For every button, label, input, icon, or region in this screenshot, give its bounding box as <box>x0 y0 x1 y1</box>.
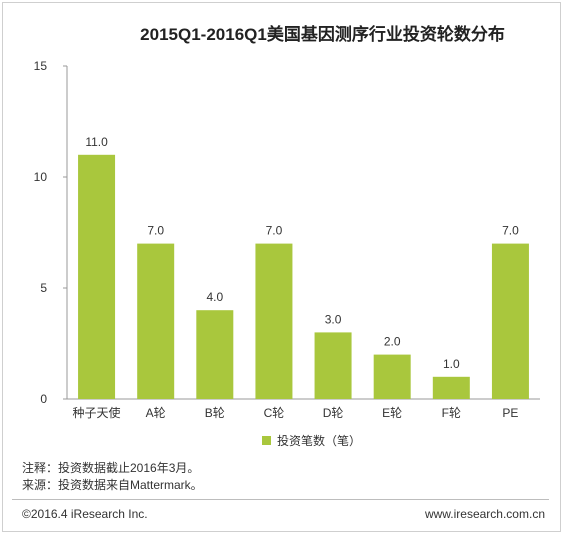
footer-divider <box>12 499 549 500</box>
note-comment: 注释：投资数据截止2016年3月。 <box>22 461 200 475</box>
bar-value-label: 4.0 <box>206 290 223 304</box>
bar <box>491 243 529 399</box>
bar <box>314 332 352 399</box>
x-tick-label: PE <box>502 406 518 420</box>
y-tick-label: 0 <box>40 392 47 406</box>
bar <box>137 243 175 399</box>
x-tick-label: B轮 <box>205 406 225 420</box>
bar <box>432 376 470 399</box>
legend: 投资笔数（笔） <box>262 432 361 449</box>
legend-swatch <box>262 436 271 445</box>
bar <box>255 243 293 399</box>
bar-value-label: 11.0 <box>85 135 108 149</box>
chart-title: 2015Q1-2016Q1美国基因测序行业投资轮数分布 <box>140 25 505 44</box>
bar-chart: 0 5 10 15 11.0 种子天使 7.0 A轮 4.0 B轮 7.0 C轮 3.0 D轮 2.0 E轮 1… <box>34 59 540 420</box>
note-source: 来源：投资数据来自Mattermark。 <box>22 478 203 492</box>
copyright-text: ©2016.4 iResearch Inc. <box>22 507 148 521</box>
y-tick-label: 5 <box>40 281 47 295</box>
x-tick-label: C轮 <box>264 406 285 420</box>
bar <box>373 354 411 399</box>
notes: 注释：投资数据截止2016年3月。 来源：投资数据来自Mattermark。 <box>22 460 203 494</box>
y-tick-label: 15 <box>34 59 48 73</box>
bar-value-label: 7.0 <box>502 224 519 238</box>
bar-value-label: 7.0 <box>147 224 164 238</box>
bar-value-label: 1.0 <box>443 357 460 371</box>
legend-label: 投资笔数（笔） <box>277 434 362 448</box>
bar-value-label: 2.0 <box>384 335 401 349</box>
bar-value-label: 7.0 <box>266 224 283 238</box>
x-tick-label: 种子天使 <box>73 405 121 420</box>
x-tick-label: D轮 <box>323 406 344 420</box>
x-tick-label: E轮 <box>382 406 402 420</box>
x-tick-label: F轮 <box>442 406 461 420</box>
x-tick-label: A轮 <box>146 406 166 420</box>
y-tick-label: 10 <box>34 170 48 184</box>
website-link[interactable]: www.iresearch.com.cn <box>424 507 545 521</box>
bar <box>78 154 116 399</box>
bar-value-label: 3.0 <box>325 312 342 326</box>
bar <box>196 310 234 399</box>
